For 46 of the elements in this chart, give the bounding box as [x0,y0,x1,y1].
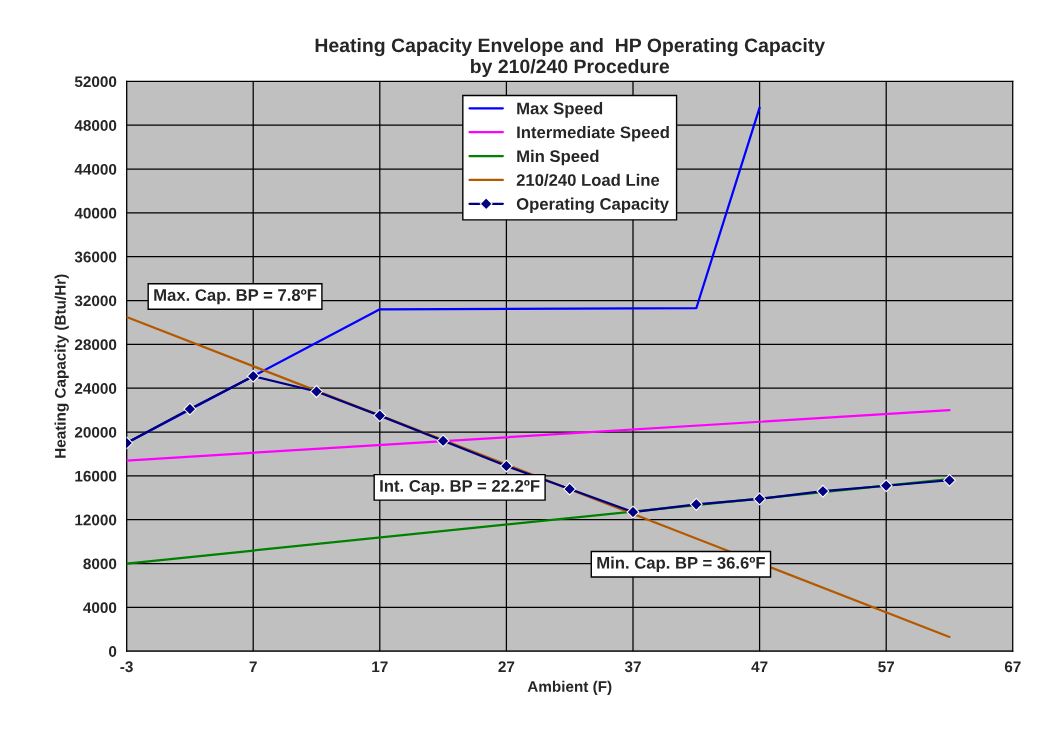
y-tick-label: 24000 [74,383,117,394]
y-tick-label: 48000 [74,120,117,131]
x-tick-label: 47 [751,661,768,672]
point [183,402,197,416]
x-tick-label: 17 [372,661,388,672]
point [753,492,767,506]
y-tick-label: 16000 [75,470,117,482]
annotation: Max. Cap. BP = 7.8ºF [154,289,317,305]
legend-label: Operating Capacity [516,197,669,214]
y-tick-label: 28000 [74,339,117,351]
legend-label: Min Speed [517,149,599,166]
y-tick-label: 36000 [74,251,117,263]
annotation: Min. Cap. BP = 36.6ºF [597,556,765,573]
point [689,497,703,511]
x-tick-label: 7 [249,661,257,672]
y-tick-label: 44000 [74,163,117,175]
point [310,385,323,398]
point [563,482,577,496]
x-tick-label: -3 [120,661,133,673]
legend-label: 210/240 Load Line [516,173,660,187]
annotation: Int. Cap. BP = 22.2ºF [380,480,540,496]
y-tick-label: 8000 [83,558,117,570]
chart-title: Heating Capacity Envelope and HP Operating Capacity by 210/240 Procedure [315,37,825,78]
x-tick-label: 57 [878,661,895,673]
y-tick-label: 40000 [74,207,117,219]
y-tick-label: 0 [108,646,117,657]
legend-label: Intermediate Speed [517,125,669,142]
x-tick-label: 27 [498,661,515,672]
point [879,479,893,493]
point [436,434,450,448]
y-tick-label: 12000 [75,514,117,526]
x-axis-title: Ambient (F) [527,680,612,695]
legend-label: Max Speed [517,102,603,118]
y-axis-title: Heating Capacity (Btu/Hr) [54,274,69,458]
x-tick-label: 67 [1004,661,1021,673]
point [816,484,830,498]
point [626,505,640,519]
y-tick-label: 32000 [74,295,117,307]
y-tick-label: 20000 [74,426,117,438]
y-tick-label: 4000 [83,602,117,614]
point [499,459,513,473]
x-tick-label: 37 [624,661,641,673]
point [943,473,956,487]
point [246,369,260,383]
point [373,409,387,423]
y-tick-label: 52000 [74,76,117,88]
